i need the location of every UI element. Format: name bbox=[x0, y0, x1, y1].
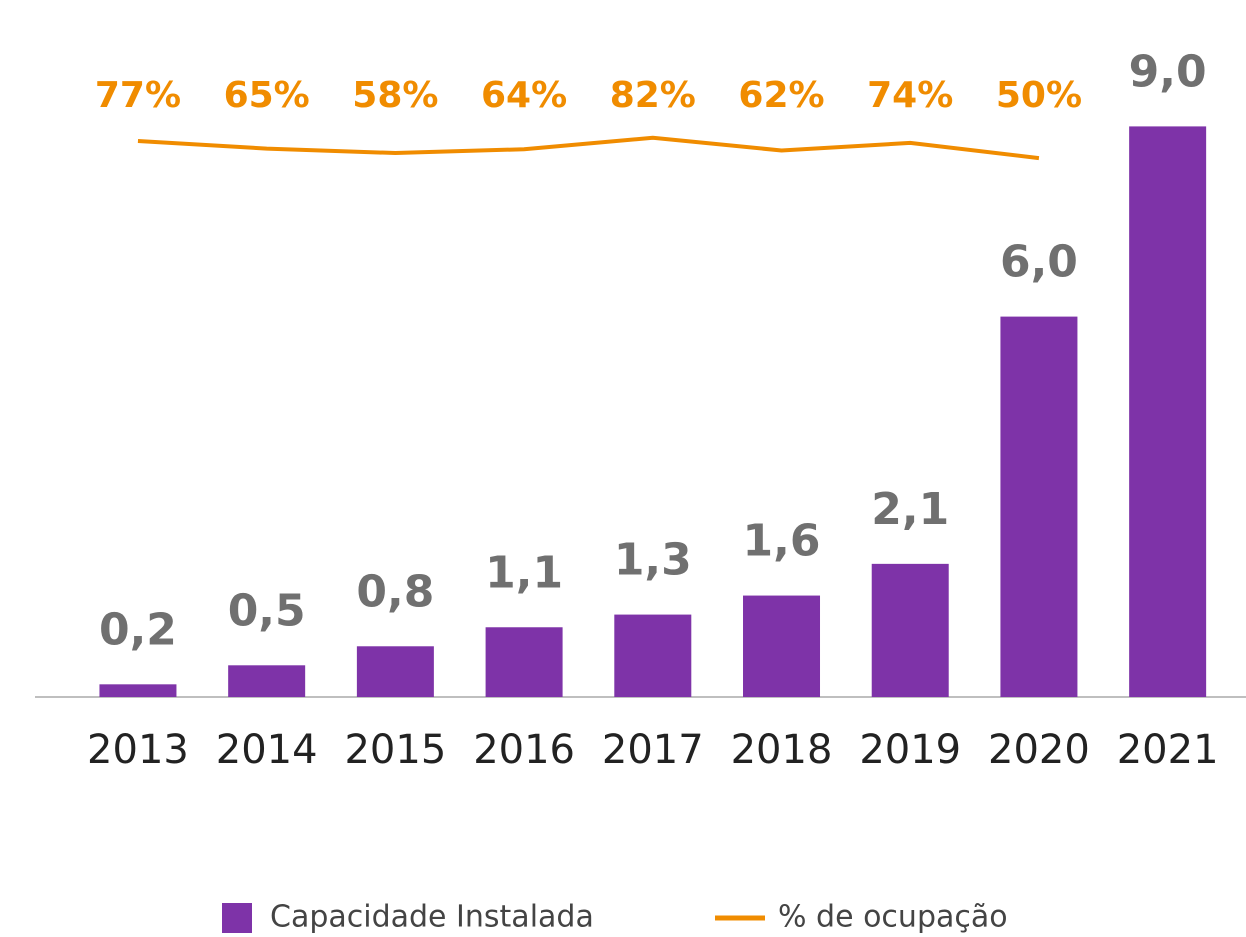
bar bbox=[1000, 316, 1078, 697]
bar-value-label: 1,1 bbox=[485, 547, 563, 598]
bar bbox=[485, 627, 563, 697]
x-tick-label: 2021 bbox=[1117, 727, 1219, 773]
line-value-label: 64% bbox=[481, 75, 567, 116]
bar bbox=[1129, 126, 1207, 697]
line-value-label: 77% bbox=[95, 75, 181, 116]
bar-value-label: 0,8 bbox=[356, 566, 434, 617]
bar-value-label: 6,0 bbox=[1000, 237, 1078, 288]
x-tick-label: 2019 bbox=[859, 727, 961, 773]
bar bbox=[99, 684, 177, 697]
bar bbox=[228, 665, 306, 697]
bar bbox=[614, 614, 692, 697]
bar-value-label: 0,2 bbox=[99, 604, 177, 655]
x-tick-label: 2018 bbox=[731, 727, 833, 773]
legend-swatch bbox=[222, 903, 252, 933]
line-value-label: 74% bbox=[867, 75, 953, 116]
bar-value-label: 1,6 bbox=[743, 516, 821, 567]
bar bbox=[871, 563, 949, 697]
line-value-label: 58% bbox=[352, 75, 438, 116]
bar-value-label: 1,3 bbox=[614, 535, 692, 586]
bar-value-label: 9,0 bbox=[1129, 46, 1207, 97]
line-value-label: 62% bbox=[738, 75, 824, 116]
x-tick-label: 2015 bbox=[344, 727, 446, 773]
x-tick-label: 2013 bbox=[87, 727, 189, 773]
bar bbox=[356, 646, 434, 697]
line-value-label: 82% bbox=[610, 75, 696, 116]
line bbox=[137, 135, 1040, 161]
x-tick-label: 2017 bbox=[602, 727, 704, 773]
bar-value-label: 2,1 bbox=[871, 484, 949, 535]
line-value-label: 50% bbox=[996, 75, 1082, 116]
bar bbox=[743, 595, 821, 697]
x-tick-label: 2014 bbox=[216, 727, 318, 773]
x-tick-label: 2016 bbox=[473, 727, 575, 773]
legend-label: % de ocupação bbox=[778, 900, 1008, 935]
legend-label: Capacidade Instalada bbox=[270, 900, 594, 935]
x-tick-label: 2020 bbox=[988, 727, 1090, 773]
bar-value-label: 0,5 bbox=[228, 585, 306, 636]
line-value-label: 65% bbox=[224, 75, 310, 116]
